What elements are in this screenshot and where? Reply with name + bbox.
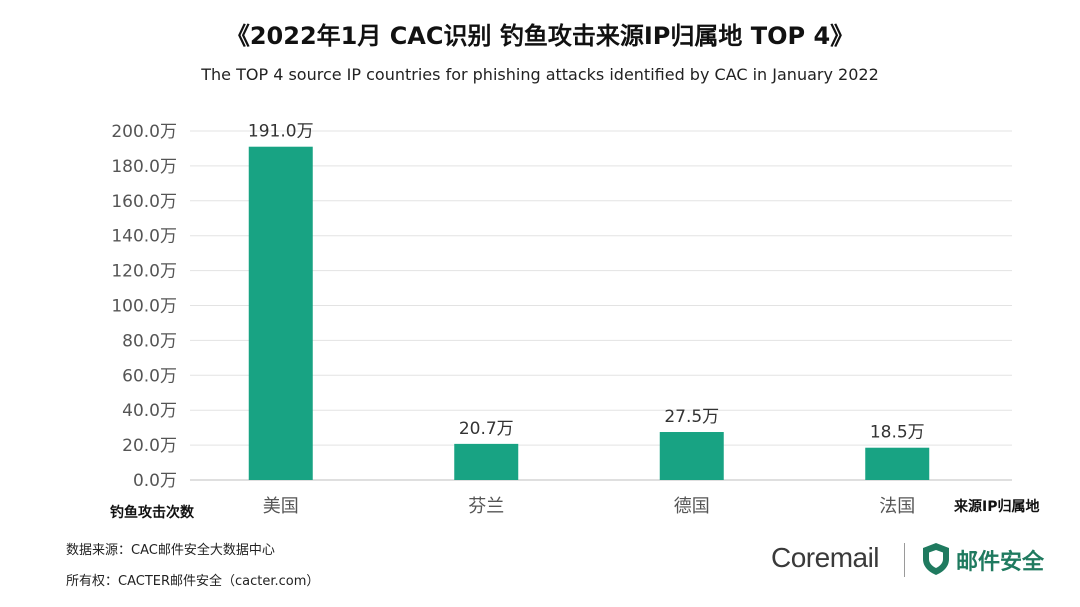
y-tick-label: 200.0万 xyxy=(111,122,177,142)
bar xyxy=(454,443,519,480)
y-tick-label: 60.0万 xyxy=(122,366,177,386)
shield-icon xyxy=(923,543,949,575)
x-tick-label: 美国 xyxy=(263,496,299,517)
x-tick-label: 法国 xyxy=(879,496,915,517)
x-axis-title: 来源IP归属地 xyxy=(954,499,1040,515)
coremail-logo: Coremail xyxy=(771,542,880,573)
y-tick-label: 40.0万 xyxy=(122,401,177,421)
mail-security-logo-text: 邮件安全 xyxy=(956,550,1045,575)
bar xyxy=(248,146,313,480)
y-tick-label: 0.0万 xyxy=(133,471,177,491)
data-label: 27.5万 xyxy=(664,407,719,427)
bar xyxy=(659,432,724,480)
y-tick-label: 80.0万 xyxy=(122,331,177,351)
y-tick-label: 180.0万 xyxy=(111,157,177,177)
chart-title: 《2022年1月 CAC识别 钓鱼攻击来源IP归属地 TOP 4》 xyxy=(225,22,855,50)
x-tick-label: 德国 xyxy=(674,496,710,517)
data-label: 20.7万 xyxy=(459,419,514,439)
y-tick-label: 100.0万 xyxy=(111,297,177,317)
y-tick-label: 20.0万 xyxy=(122,436,177,456)
chart-subtitle: The TOP 4 source IP countries for phishi… xyxy=(201,65,879,84)
x-tick-label: 芬兰 xyxy=(468,496,504,517)
y-axis-title: 钓鱼攻击次数 xyxy=(110,505,194,521)
y-tick-label: 160.0万 xyxy=(111,192,177,212)
data-label: 18.5万 xyxy=(870,423,925,443)
bar xyxy=(865,447,930,480)
y-tick-label: 140.0万 xyxy=(111,227,177,247)
data-label: 191.0万 xyxy=(248,122,314,142)
copyright-note: 所有权：CACTER邮件安全（cacter.com） xyxy=(66,574,320,589)
y-tick-label: 120.0万 xyxy=(111,262,177,282)
data-source-note: 数据来源：CAC邮件安全大数据中心 xyxy=(66,543,275,558)
logo-divider xyxy=(904,543,905,577)
